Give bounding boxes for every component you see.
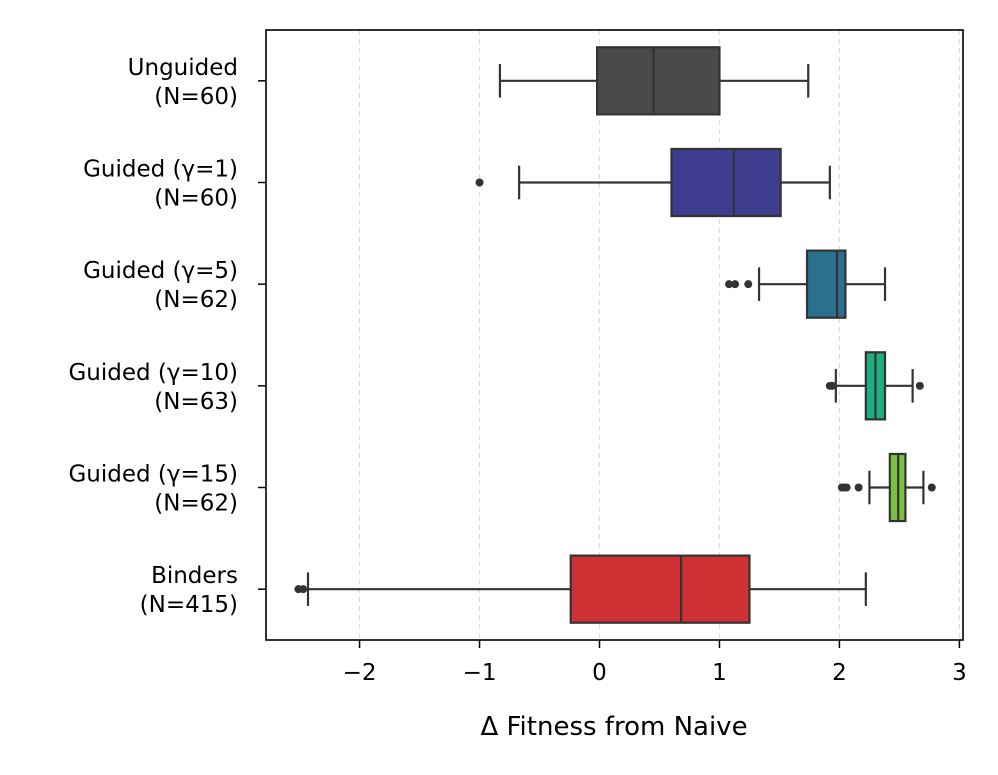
box-group <box>475 147 831 218</box>
outlier-point <box>299 585 308 594</box>
category-label: Unguided <box>128 55 238 81</box>
outlier-point <box>725 280 734 289</box>
box-group <box>725 249 887 319</box>
x-tick-label: −2 <box>343 660 377 686</box>
x-tick-label: 0 <box>592 660 607 686</box>
x-tick-label: −1 <box>463 660 497 686</box>
category-label: Guided (γ=5) <box>83 258 238 284</box>
category-count-label: (N=415) <box>140 592 238 618</box>
category-label: Guided (γ=1) <box>83 157 238 183</box>
outlier-point <box>915 381 924 390</box>
x-tick-label: 1 <box>712 660 727 686</box>
box-group <box>498 46 810 116</box>
outlier-point <box>828 381 837 390</box>
x-tick-label: 3 <box>952 660 967 686</box>
category-count-label: (N=62) <box>154 491 238 517</box>
box-group <box>294 554 867 624</box>
box-group <box>837 452 936 523</box>
category-count-label: (N=60) <box>154 186 238 212</box>
outlier-point <box>854 483 863 492</box>
outlier-point <box>731 280 740 289</box>
category-count-label: (N=62) <box>154 287 238 313</box>
iqr-box <box>670 147 782 218</box>
boxes <box>294 46 936 624</box>
category-label: Guided (γ=10) <box>68 360 238 386</box>
outlier-point <box>475 178 484 187</box>
outlier-point <box>842 483 851 492</box>
axes: −2 −1 0 1 2 3 Unguided (N=60) Guided (γ=1) (N=60)… <box>68 55 966 686</box>
category-count-label: (N=60) <box>154 84 238 110</box>
outlier-point <box>744 280 753 289</box>
iqr-box <box>569 554 751 624</box>
category-label: Binders <box>151 563 238 589</box>
box-group <box>825 351 924 421</box>
iqr-box <box>596 46 721 116</box>
category-count-label: (N=63) <box>154 389 238 415</box>
x-axis-title: Δ Fitness from Naive <box>480 712 747 742</box>
grid-lines <box>358 30 961 640</box>
x-tick-label: 2 <box>832 660 847 686</box>
plot-frame <box>265 29 964 641</box>
category-label: Guided (γ=15) <box>68 462 238 488</box>
iqr-box <box>805 249 847 319</box>
outlier-point <box>927 483 936 492</box>
